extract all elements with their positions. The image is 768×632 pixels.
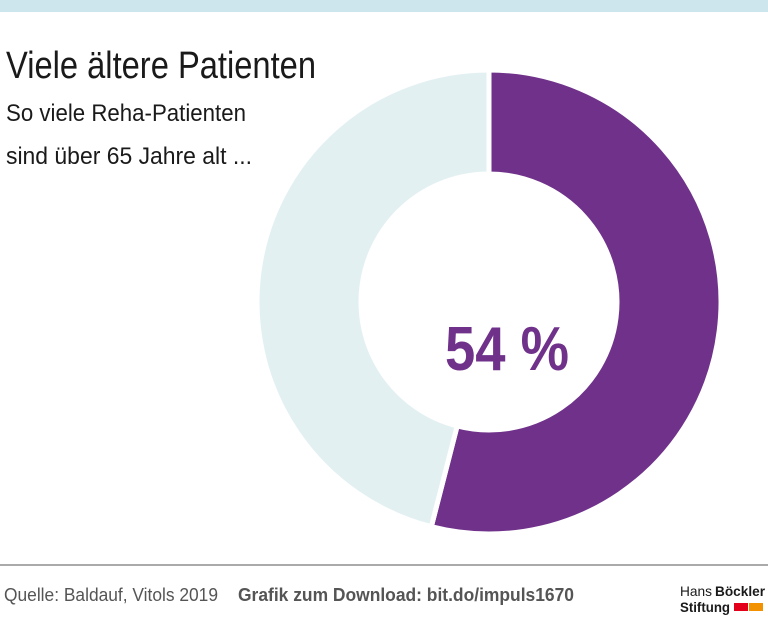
top-bar <box>0 0 768 12</box>
value-label: 54 % <box>445 315 569 384</box>
logo-text: Böckler <box>715 583 766 599</box>
subtitle: So viele Reha-Patienten <box>6 100 246 127</box>
logo-mark <box>749 603 763 611</box>
donut-segment <box>254 67 492 530</box>
source: Quelle: Baldauf, Vitols 2019 <box>4 585 218 605</box>
download-link: Grafik zum Download: bit.do/impuls1670 <box>238 585 574 605</box>
logo-mark <box>734 603 748 611</box>
donut-segment <box>428 67 724 537</box>
logo-text: Stiftung <box>680 599 730 615</box>
logo-text: Hans <box>680 583 712 599</box>
subtitle: sind über 65 Jahre alt ... <box>6 143 252 170</box>
chart-title: Viele ältere Patienten <box>6 45 316 87</box>
